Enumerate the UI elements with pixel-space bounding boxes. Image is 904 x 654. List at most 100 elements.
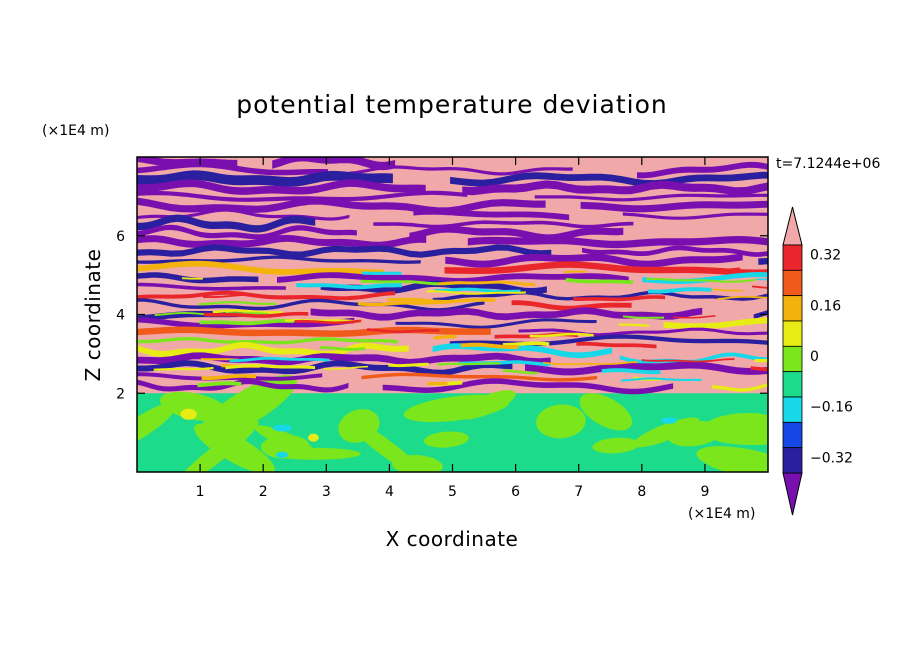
time-label: t=7.1244e+06 xyxy=(776,156,880,172)
field-band xyxy=(137,260,384,276)
x-tick-label: 1 xyxy=(196,484,205,500)
x-axis-title: X coordinate xyxy=(386,527,519,551)
field-blob xyxy=(632,417,700,448)
field-band xyxy=(137,224,357,240)
y-tick-label: 6 xyxy=(116,229,125,245)
field-band xyxy=(534,193,768,202)
field-blob xyxy=(276,451,289,458)
colorbar-tick-label: 0.32 xyxy=(810,248,841,264)
field-streak xyxy=(573,295,666,302)
y-unit-label: (×1E4 m) xyxy=(42,123,109,139)
field-streak xyxy=(296,283,402,290)
field-streak xyxy=(357,300,451,307)
field-band xyxy=(137,360,513,376)
colorbar-bin xyxy=(782,295,803,322)
field-streak xyxy=(198,301,277,306)
field-band xyxy=(637,161,768,179)
field-band xyxy=(137,337,399,345)
field-band xyxy=(467,236,768,249)
colorbar-arrow-top xyxy=(782,206,803,246)
colorbar-bin xyxy=(782,269,803,297)
field-band xyxy=(395,318,597,329)
field-band xyxy=(272,157,396,171)
field-streak xyxy=(708,288,743,292)
field-band xyxy=(525,361,768,376)
field-blob xyxy=(180,408,197,420)
field-streak xyxy=(153,366,214,371)
field-streak xyxy=(601,368,661,375)
field-band xyxy=(137,179,426,195)
field-band xyxy=(137,190,468,202)
colorbar-tick-label: −0.16 xyxy=(810,400,853,416)
x-unit-label: (×1E4 m) xyxy=(688,506,755,522)
colorbar-arrow-bottom xyxy=(782,472,803,516)
colorbar-tick-label: −0.32 xyxy=(810,450,853,466)
field-band xyxy=(137,326,491,337)
field-streak xyxy=(461,342,519,349)
field-streak xyxy=(565,278,633,284)
field-streak xyxy=(362,271,402,275)
colorbar: 0.32 0.16 0 −0.16 −0.32 xyxy=(782,206,853,516)
field-band xyxy=(137,244,552,258)
field-band xyxy=(511,300,632,311)
field-band xyxy=(445,253,743,268)
field-blob xyxy=(579,393,633,431)
field-streak xyxy=(203,311,309,318)
field-streak xyxy=(756,278,768,281)
colorbar-bin xyxy=(782,421,803,449)
colorbar-bin xyxy=(782,371,803,398)
colorbar-bin xyxy=(782,345,803,373)
field-blob xyxy=(458,390,516,420)
field-band xyxy=(320,280,547,295)
field-band xyxy=(622,212,768,220)
field-streak xyxy=(647,287,712,294)
field-blob xyxy=(272,424,293,432)
y-axis-title: Z coordinate xyxy=(81,249,105,382)
field-blob xyxy=(194,423,275,472)
field-streak xyxy=(367,328,440,334)
field-blob xyxy=(696,446,768,472)
x-tick-label: 3 xyxy=(322,484,331,500)
field-band xyxy=(137,379,349,393)
field-streak xyxy=(433,334,457,340)
field-blob xyxy=(199,374,297,439)
field-streak xyxy=(201,374,256,380)
field-blob xyxy=(308,433,319,442)
colorbar-tick-label: 0.16 xyxy=(810,298,841,314)
field-blob xyxy=(254,425,313,452)
plot-area xyxy=(137,157,768,472)
field-streak xyxy=(323,365,369,370)
x-tick-label: 8 xyxy=(637,484,646,500)
field-streak xyxy=(754,359,768,363)
field-streak xyxy=(620,377,702,382)
field-streak xyxy=(294,319,362,325)
field-band xyxy=(712,383,768,392)
field-band xyxy=(137,161,329,176)
colorbar-bin xyxy=(782,320,803,347)
field-band xyxy=(444,261,768,276)
field-band xyxy=(663,317,768,330)
field-streak xyxy=(576,341,657,349)
field-band xyxy=(758,257,768,265)
y-tick-label: 4 xyxy=(116,308,125,324)
field-blob xyxy=(137,402,177,451)
x-axis: 1 2 3 4 5 6 7 8 9 xyxy=(196,157,709,500)
field-band xyxy=(277,272,629,284)
field-streak xyxy=(622,315,665,319)
field-blob xyxy=(709,420,768,446)
colorbar-bin xyxy=(782,244,803,271)
field-band xyxy=(580,200,768,213)
field-band xyxy=(137,282,286,291)
field-band xyxy=(310,307,703,321)
chart-title: potential temperature deviation xyxy=(236,90,667,119)
field-blob xyxy=(160,391,228,422)
field-streak xyxy=(618,323,650,327)
field-streak xyxy=(752,285,768,289)
field-band xyxy=(137,170,393,187)
field-streak xyxy=(427,381,448,386)
field-streak xyxy=(319,346,365,351)
field-streak xyxy=(717,296,768,300)
field-band xyxy=(137,214,316,233)
x-tick-label: 7 xyxy=(574,484,583,500)
